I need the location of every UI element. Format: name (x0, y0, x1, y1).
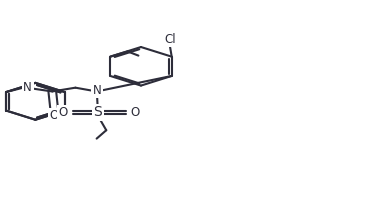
Text: N: N (23, 81, 32, 94)
Text: S: S (93, 106, 102, 119)
Text: O: O (130, 106, 140, 119)
Text: N: N (92, 84, 101, 97)
Text: Cl: Cl (164, 33, 176, 46)
Text: O: O (50, 109, 59, 122)
Text: O: O (58, 106, 68, 119)
Text: H: H (26, 80, 33, 90)
